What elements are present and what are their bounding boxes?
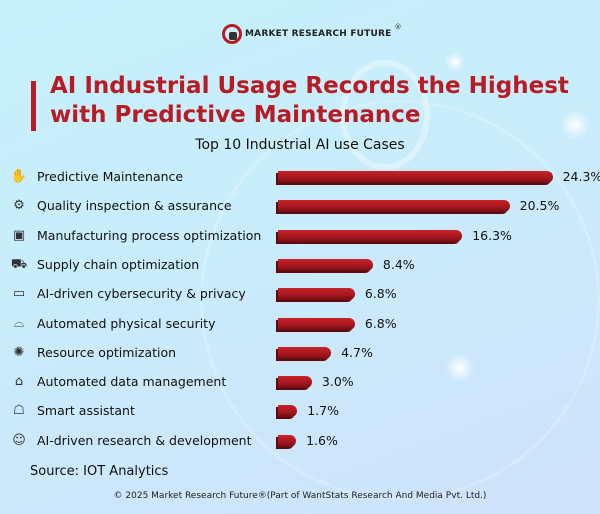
category-label: AI-driven cybersecurity & privacy <box>37 286 246 302</box>
brand-logo: MARKET RESEARCH FUTURE ® <box>222 23 402 44</box>
category-label: Automated data management <box>37 374 227 390</box>
category-label: AI-driven research & development <box>37 432 252 448</box>
bar <box>278 171 553 183</box>
category-label: Smart assistant <box>37 403 135 419</box>
category-label: Quality inspection & assurance <box>37 198 232 214</box>
bar <box>278 288 355 301</box>
bar <box>278 229 463 242</box>
category-label: Manufacturing process optimization <box>37 227 262 243</box>
data-label: 24.3% <box>562 169 600 184</box>
house-data-icon: ⌂ <box>14 374 24 390</box>
bar <box>278 317 355 330</box>
bar <box>278 200 510 213</box>
category-label: Resource optimization <box>37 344 177 360</box>
copyright: © 2025 Market Research Future®(Part of W… <box>113 491 487 501</box>
delivery-truck-icon: ⛟ <box>10 256 28 272</box>
data-label: 8.4% <box>382 256 415 272</box>
title-accent-bar <box>31 81 36 131</box>
factory-machine-icon: ▣ <box>12 227 26 243</box>
wrench-hands-icon: ✋ <box>10 169 28 184</box>
logo-magnifier-icon <box>222 24 242 44</box>
vr-glasses-icon: ⌓ <box>13 315 25 331</box>
category-label: Supply chain optimization <box>37 256 200 272</box>
bar <box>278 405 298 418</box>
category-label: Automated physical security <box>37 315 216 331</box>
lightbulb-cycle-icon: ✺ <box>13 344 25 360</box>
gears-icon: ⚙ <box>13 198 25 214</box>
bar <box>278 434 297 447</box>
page-title: AI Industrial Usage Records the Highest … <box>50 73 569 128</box>
data-label: 6.8% <box>364 315 397 331</box>
chart-title: Top 10 Industrial AI use Cases <box>195 137 405 153</box>
category-label: Predictive Maintenance <box>37 169 184 184</box>
decor-glow <box>445 353 475 383</box>
data-label: 6.8% <box>364 286 397 302</box>
head-chip-icon: ☺ <box>12 432 26 448</box>
brand-reg: ® <box>394 23 402 31</box>
data-label: 20.5% <box>519 198 560 214</box>
bar <box>278 258 373 271</box>
source-note: Source: IOT Analytics <box>30 464 169 479</box>
data-label: 1.6% <box>306 432 338 448</box>
brand-name: MARKET RESEARCH FUTURE <box>245 29 392 39</box>
data-label: 1.7% <box>307 403 339 419</box>
robot-icon: ☖ <box>13 403 25 419</box>
monitor-shield-icon: ▭ <box>12 286 26 302</box>
decor-glow <box>445 52 465 72</box>
data-label: 4.7% <box>341 344 373 360</box>
data-label: 3.0% <box>321 374 354 390</box>
data-label: 16.3% <box>472 227 512 243</box>
bar <box>278 376 312 389</box>
decor-glow <box>560 110 590 140</box>
bar <box>278 346 332 359</box>
decor-ring <box>200 100 600 500</box>
